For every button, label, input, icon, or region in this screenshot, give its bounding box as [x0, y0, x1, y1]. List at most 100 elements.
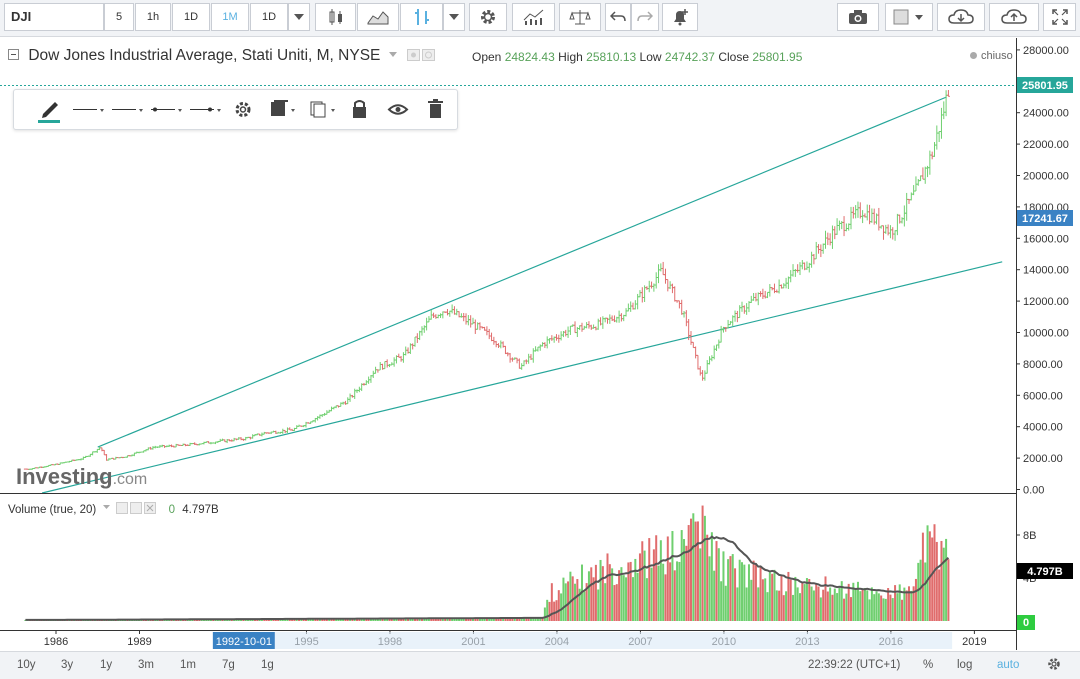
area-chart-button[interactable]: [357, 3, 399, 31]
fullscreen-button[interactable]: [1043, 3, 1076, 31]
volume-bar: [771, 573, 774, 621]
volume-bar: [553, 601, 556, 621]
volume-bar: [439, 618, 442, 621]
price-chart[interactable]: 28000.0026000.0024000.0022000.0020000.00…: [0, 38, 1080, 650]
volume-legend-buttons-icon[interactable]: [103, 502, 161, 514]
interval-dropdown-button[interactable]: [288, 3, 310, 31]
volume-bar: [585, 583, 588, 621]
volume-bar: [374, 618, 377, 621]
volume-bar: [353, 618, 356, 621]
interval-5-button[interactable]: 5: [104, 3, 134, 31]
gear-icon[interactable]: [1047, 657, 1061, 671]
interval-1d-alt-button[interactable]: 1D: [250, 3, 288, 31]
top-toolbar: DJI 5 1h 1D 1M 1D: [0, 0, 1080, 37]
volume-bar: [427, 618, 430, 621]
volume-bar: [534, 617, 537, 621]
alert-button[interactable]: [662, 3, 698, 31]
line-color-dropdown[interactable]: [69, 90, 107, 129]
chart-type-dropdown-button[interactable]: [443, 3, 465, 31]
time-axis[interactable]: 1986198919951998200120042007201020132016…: [44, 630, 987, 649]
interval-1m-button[interactable]: 1M: [211, 3, 249, 31]
volume-bar: [778, 590, 781, 621]
indicators-icon: [523, 9, 543, 25]
legend-settings-icon[interactable]: [407, 49, 437, 61]
load-chart-button[interactable]: [937, 3, 985, 31]
percent-toggle[interactable]: %: [923, 659, 934, 671]
compare-button[interactable]: [559, 3, 601, 31]
settings-button[interactable]: [469, 3, 507, 31]
volume-bar: [810, 586, 813, 621]
volume-zero-label: 0: [1023, 617, 1029, 629]
lock-button[interactable]: [341, 90, 379, 129]
range-1g[interactable]: 1g: [261, 659, 274, 671]
market-status: chiuso: [970, 50, 1013, 62]
volume-bar: [569, 571, 572, 621]
range-10y[interactable]: 10y: [17, 659, 36, 671]
time-tick-label: 2019: [962, 636, 986, 648]
indicators-button[interactable]: [512, 3, 555, 31]
price-axis[interactable]: 28000.0026000.0024000.0022000.0020000.00…: [1016, 45, 1069, 497]
volume-bar: [509, 617, 512, 621]
collapse-icon[interactable]: [8, 49, 20, 61]
volume-bar: [752, 560, 755, 621]
volume-bar: [625, 577, 628, 621]
line-start-dropdown[interactable]: [147, 90, 185, 129]
volume-bar: [780, 575, 783, 621]
layout-dropdown-button[interactable]: [885, 3, 933, 31]
bars-button[interactable]: [400, 3, 443, 31]
lower-trendline: [41, 261, 1003, 494]
trend-channel[interactable]: [41, 96, 1003, 494]
volume-bar: [541, 617, 544, 621]
volume-bar: [808, 579, 811, 621]
price-tick-label: 8000.00: [1023, 359, 1063, 371]
volume-bar: [339, 618, 342, 621]
drawing-settings-button[interactable]: [224, 90, 262, 129]
redo-button[interactable]: [631, 3, 659, 31]
volume-bar: [824, 576, 827, 621]
volume-bar: [527, 617, 530, 621]
volume-bar: [465, 618, 468, 621]
interval-1h-button[interactable]: 1h: [135, 3, 171, 31]
snapshot-button[interactable]: [837, 3, 879, 31]
volume-bar: [293, 618, 296, 621]
volume-bar: [349, 618, 352, 621]
cloud-upload-icon: [1001, 9, 1027, 24]
candles-button[interactable]: [315, 3, 356, 31]
delete-button[interactable]: [417, 90, 455, 129]
log-toggle[interactable]: log: [957, 659, 973, 671]
crosshair-price-box: [1017, 210, 1073, 226]
interval-1d-button[interactable]: 1D: [172, 3, 210, 31]
volume-bar: [710, 532, 713, 621]
volume-bar: [903, 587, 906, 621]
volume-bar: [407, 618, 410, 621]
volume-bar: [792, 594, 795, 621]
range-3y[interactable]: 3y: [61, 659, 74, 671]
volume-bar: [673, 570, 676, 621]
range-3m[interactable]: 3m: [138, 659, 154, 671]
symbol-search-input[interactable]: DJI: [4, 3, 104, 31]
camera-icon: [849, 10, 867, 24]
volume-bar: [634, 558, 637, 621]
range-1m[interactable]: 1m: [180, 659, 196, 671]
range-7g[interactable]: 7g: [222, 659, 235, 671]
save-chart-button[interactable]: [989, 3, 1039, 31]
range-1y[interactable]: 1y: [100, 659, 113, 671]
volume-bar: [632, 577, 635, 621]
hide-button[interactable]: [379, 90, 417, 129]
volume-bar: [648, 538, 651, 621]
auto-toggle[interactable]: auto: [997, 659, 1020, 671]
chevron-down-icon[interactable]: [388, 52, 399, 58]
clone-dropdown[interactable]: [304, 90, 342, 129]
volume-bar: [669, 562, 672, 621]
volume-bar: [729, 556, 732, 621]
visibility-layer-dropdown[interactable]: [264, 90, 302, 129]
line-end-dropdown[interactable]: [186, 90, 224, 129]
undo-button[interactable]: [605, 3, 631, 31]
volume-bar: [564, 583, 567, 621]
line-width-dropdown[interactable]: [108, 90, 146, 129]
ohlc-bars-icon: [414, 9, 429, 25]
pen-color-button[interactable]: [30, 90, 68, 129]
volume-bar: [854, 589, 857, 621]
volume-bar: [657, 565, 660, 621]
volume-bar: [662, 563, 665, 621]
